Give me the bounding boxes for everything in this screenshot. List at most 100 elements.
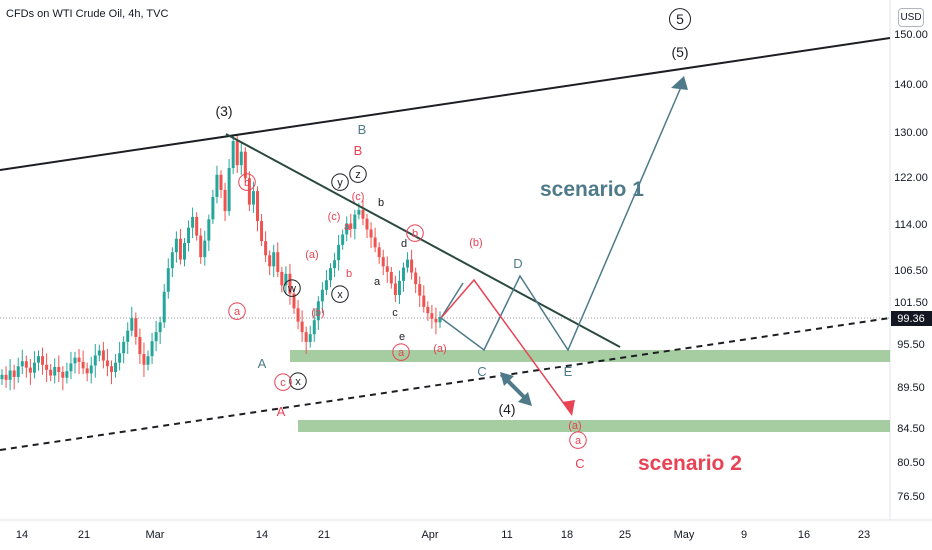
candle-body xyxy=(97,350,101,356)
wave-label: (4) xyxy=(498,401,515,417)
candle-body xyxy=(37,356,40,363)
wave-label-circle xyxy=(283,279,301,297)
candle-body xyxy=(227,168,231,212)
currency-button[interactable]: USD xyxy=(898,8,924,27)
y-axis-ticks: 150.00 140.00 130.00 122.00 114.00 106.50 101.… xyxy=(894,29,928,503)
last-price-value: 99.36 xyxy=(897,313,925,325)
wave-label-circle xyxy=(349,165,367,183)
x-tick-label: 14 xyxy=(16,529,28,541)
candle-body xyxy=(296,308,300,322)
candle-body xyxy=(114,362,118,372)
candle-body xyxy=(146,356,150,365)
candle-body xyxy=(365,218,369,230)
candle-body xyxy=(4,374,8,380)
candle-body xyxy=(406,259,410,268)
wave-label-circle xyxy=(238,173,256,191)
wave-label: a xyxy=(344,221,351,233)
wave-label: C xyxy=(477,364,486,379)
scenario-1-path xyxy=(440,79,685,352)
candle-body xyxy=(20,361,24,367)
candle-body xyxy=(170,252,174,269)
candle-body xyxy=(280,271,284,286)
candle-body xyxy=(93,355,97,366)
candle-body xyxy=(203,240,207,258)
candle-body xyxy=(231,141,235,168)
candle-body xyxy=(337,244,341,261)
wave-label-circle xyxy=(669,8,691,31)
candle-body xyxy=(130,318,134,331)
candle-body xyxy=(73,357,77,364)
wave-label: c xyxy=(280,377,286,389)
candle-body xyxy=(434,318,438,323)
scenario-annotation: scenario 1 xyxy=(540,178,644,201)
wave-label-circle xyxy=(392,343,410,361)
candle-body xyxy=(126,330,130,342)
candle-body xyxy=(166,268,170,292)
candle-body xyxy=(61,371,65,378)
candle-body xyxy=(276,252,280,272)
wave-label: b xyxy=(244,177,250,189)
candle-body xyxy=(154,332,158,342)
scenario-2-path xyxy=(440,278,571,413)
candle-body xyxy=(304,332,308,342)
support-zone-lower xyxy=(298,420,890,432)
candle-body xyxy=(369,229,373,238)
double-arrow xyxy=(503,376,529,402)
wave-label: (b) xyxy=(469,237,482,249)
candle-body xyxy=(320,289,324,302)
candle-body xyxy=(207,219,211,241)
wave-label: B xyxy=(354,143,363,158)
x-tick-label: 16 xyxy=(798,529,810,541)
wave-label: a xyxy=(234,306,241,318)
wave-label: x xyxy=(295,376,301,388)
candle-body xyxy=(24,361,28,368)
candle-body xyxy=(65,371,69,378)
triangle-upper-line xyxy=(225,133,621,348)
wave-label: (c) xyxy=(328,211,341,223)
candle-body xyxy=(418,284,422,296)
wave-label: b xyxy=(378,197,384,209)
candle-body xyxy=(312,320,316,335)
y-tick-label: 150.00 xyxy=(894,29,928,41)
candle-body xyxy=(333,260,337,269)
candle-body xyxy=(426,306,430,314)
wave-label: x xyxy=(337,289,343,301)
wave-label: b xyxy=(346,268,352,280)
wave-label: y xyxy=(337,177,343,189)
price-axis[interactable] xyxy=(890,0,932,520)
candle-body xyxy=(393,283,397,295)
candle-body xyxy=(118,353,122,363)
candle-body xyxy=(174,238,178,253)
candle-body xyxy=(105,360,109,367)
candle-body xyxy=(49,369,53,376)
candle-body xyxy=(183,243,186,260)
wave-label-circle xyxy=(228,302,246,320)
candle-body xyxy=(247,178,251,205)
last-price-tag xyxy=(891,311,932,326)
y-tick-label: 80.50 xyxy=(897,457,925,469)
candle-body xyxy=(243,151,247,179)
candle-body xyxy=(284,273,288,286)
candle-body xyxy=(158,322,162,333)
candle-body xyxy=(268,255,272,267)
x-tick-label: 25 xyxy=(619,529,631,541)
wave-label: a xyxy=(575,435,582,447)
candle-body xyxy=(81,361,85,369)
candle-body xyxy=(122,341,126,354)
candle-body xyxy=(77,357,81,362)
lower-channel-line xyxy=(0,317,891,451)
candle-body xyxy=(357,209,361,215)
candle-body xyxy=(28,367,32,373)
wave-label-circle xyxy=(274,373,292,391)
candle-body xyxy=(251,191,255,205)
candle-body xyxy=(69,363,73,372)
x-tick-label: 11 xyxy=(501,529,512,541)
candle-body xyxy=(142,354,146,365)
candle-body xyxy=(178,238,182,260)
candle-body xyxy=(256,191,259,222)
candle-body xyxy=(402,267,405,281)
wave-label: D xyxy=(513,256,522,271)
y-tick-label: 101.50 xyxy=(894,297,928,309)
x-tick-label: Mar xyxy=(146,529,165,541)
